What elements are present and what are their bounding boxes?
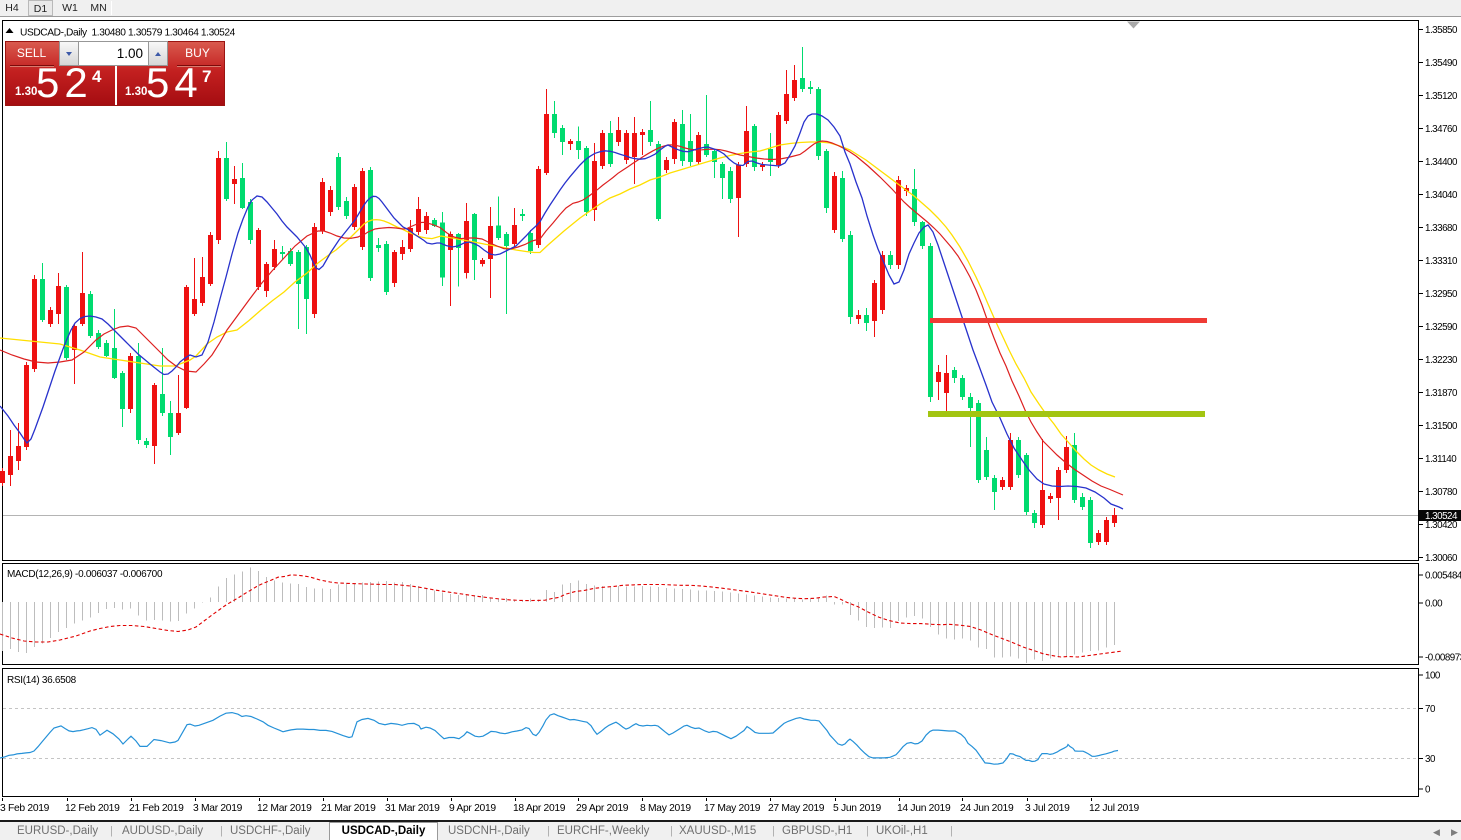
svg-text:29 Apr 2019: 29 Apr 2019	[576, 803, 629, 814]
svg-text:18 Apr 2019: 18 Apr 2019	[513, 803, 566, 814]
svg-text:1.30524: 1.30524	[1425, 511, 1458, 522]
svg-text:0.00: 0.00	[1425, 599, 1443, 610]
svg-text:3 Mar 2019: 3 Mar 2019	[193, 803, 243, 814]
svg-text:1.34400: 1.34400	[1425, 157, 1458, 168]
svg-text:1.33310: 1.33310	[1425, 256, 1458, 267]
svg-text:RSI(14) 36.6508: RSI(14) 36.6508	[7, 675, 77, 686]
svg-text:5 Jun 2019: 5 Jun 2019	[833, 803, 882, 814]
svg-text:1.32590: 1.32590	[1425, 322, 1458, 333]
svg-text:1.35120: 1.35120	[1425, 91, 1458, 102]
svg-text:1.30780: 1.30780	[1425, 487, 1458, 498]
svg-text:0.005484: 0.005484	[1425, 571, 1461, 582]
svg-text:21 Mar 2019: 21 Mar 2019	[321, 803, 376, 814]
svg-text:1.32230: 1.32230	[1425, 355, 1458, 366]
svg-text:21 Feb 2019: 21 Feb 2019	[129, 803, 184, 814]
svg-text:12 Feb 2019: 12 Feb 2019	[65, 803, 120, 814]
svg-text:3 Feb 2019: 3 Feb 2019	[0, 803, 50, 814]
svg-text:1.35490: 1.35490	[1425, 58, 1458, 69]
svg-text:1.33680: 1.33680	[1425, 223, 1458, 234]
svg-text:8 May 2019: 8 May 2019	[640, 803, 691, 814]
svg-text:24 Jun 2019: 24 Jun 2019	[960, 803, 1014, 814]
svg-text:1.31140: 1.31140	[1425, 454, 1457, 465]
svg-text:1.32950: 1.32950	[1425, 289, 1458, 300]
svg-text:MACD(12,26,9) -0.006037 -0.006: MACD(12,26,9) -0.006037 -0.006700	[7, 569, 163, 580]
svg-text:27 May 2019: 27 May 2019	[768, 803, 825, 814]
svg-text:17 May 2019: 17 May 2019	[704, 803, 761, 814]
svg-text:1.31500: 1.31500	[1425, 421, 1458, 432]
svg-text:1.34040: 1.34040	[1425, 190, 1458, 201]
svg-text:1.30060: 1.30060	[1425, 553, 1458, 564]
svg-text:14 Jun 2019: 14 Jun 2019	[897, 803, 951, 814]
svg-text:0: 0	[1425, 785, 1431, 796]
svg-text:12 Jul 2019: 12 Jul 2019	[1089, 803, 1140, 814]
svg-text:3 Jul 2019: 3 Jul 2019	[1025, 803, 1070, 814]
svg-text:100: 100	[1425, 671, 1441, 682]
svg-text:70: 70	[1425, 704, 1436, 715]
svg-text:31 Mar 2019: 31 Mar 2019	[385, 803, 440, 814]
svg-text:1.31870: 1.31870	[1425, 388, 1458, 399]
svg-text:-0.008973: -0.008973	[1425, 653, 1461, 664]
svg-text:USDCAD-,Daily 1.30480 1.30579: USDCAD-,Daily 1.30480 1.30579 1.30464 1.…	[20, 28, 236, 39]
svg-text:12 Mar 2019: 12 Mar 2019	[257, 803, 312, 814]
svg-text:1.35850: 1.35850	[1425, 25, 1458, 36]
svg-text:9 Apr 2019: 9 Apr 2019	[449, 803, 496, 814]
svg-text:1.34760: 1.34760	[1425, 124, 1458, 135]
svg-text:30: 30	[1425, 754, 1436, 765]
svg-text:1.30420: 1.30420	[1425, 520, 1458, 531]
